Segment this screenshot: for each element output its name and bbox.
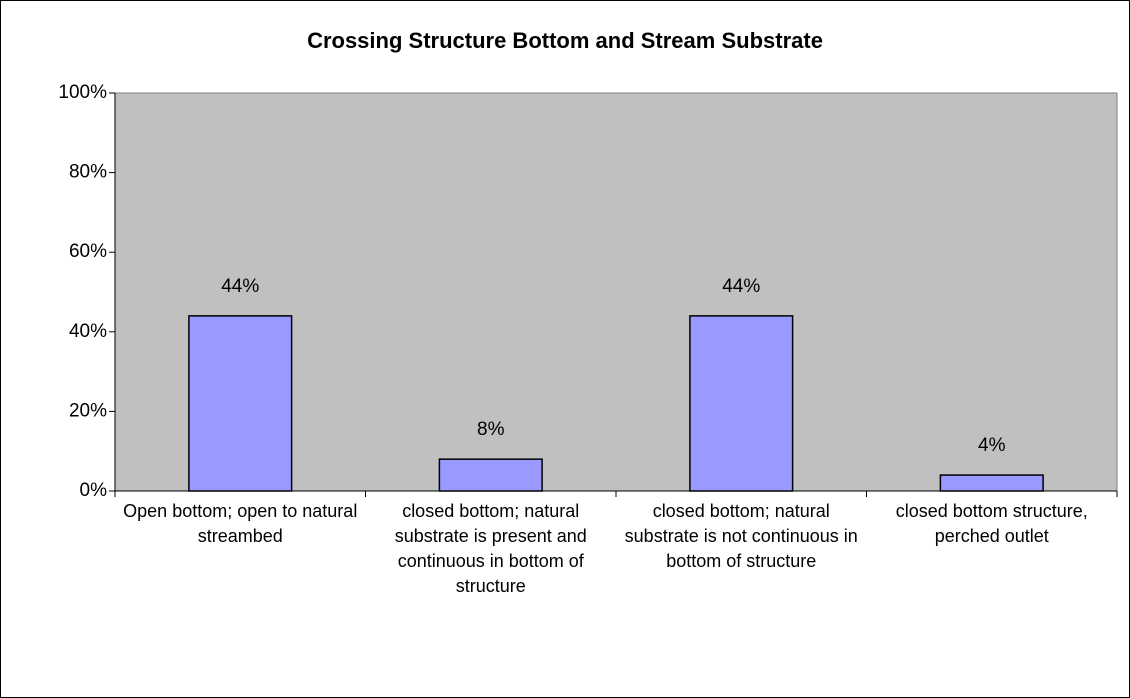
data-label: 8% <box>477 419 505 440</box>
y-tick-label: 40% <box>69 321 107 342</box>
bar <box>188 315 293 492</box>
bar <box>939 474 1044 492</box>
bar <box>438 458 543 492</box>
x-tick-label: closed bottom; natural substrate is not … <box>624 501 858 571</box>
x-tick-label: closed bottom; natural substrate is pres… <box>394 501 587 596</box>
y-tick-label: 100% <box>58 82 107 103</box>
y-tick-label: 80% <box>69 162 107 183</box>
x-tick-label: Open bottom; open to natural streambed <box>123 501 358 546</box>
data-label: 44% <box>722 276 760 297</box>
x-tick-label: closed bottom structure, perched outlet <box>895 501 1088 546</box>
y-tick-label: 0% <box>80 480 108 501</box>
y-tick-label: 60% <box>69 241 107 262</box>
bar <box>689 315 794 492</box>
data-label: 44% <box>221 276 259 297</box>
data-label: 4% <box>978 435 1006 456</box>
y-tick-label: 20% <box>69 400 107 421</box>
chart-title: Crossing Structure Bottom and Stream Sub… <box>307 28 823 53</box>
